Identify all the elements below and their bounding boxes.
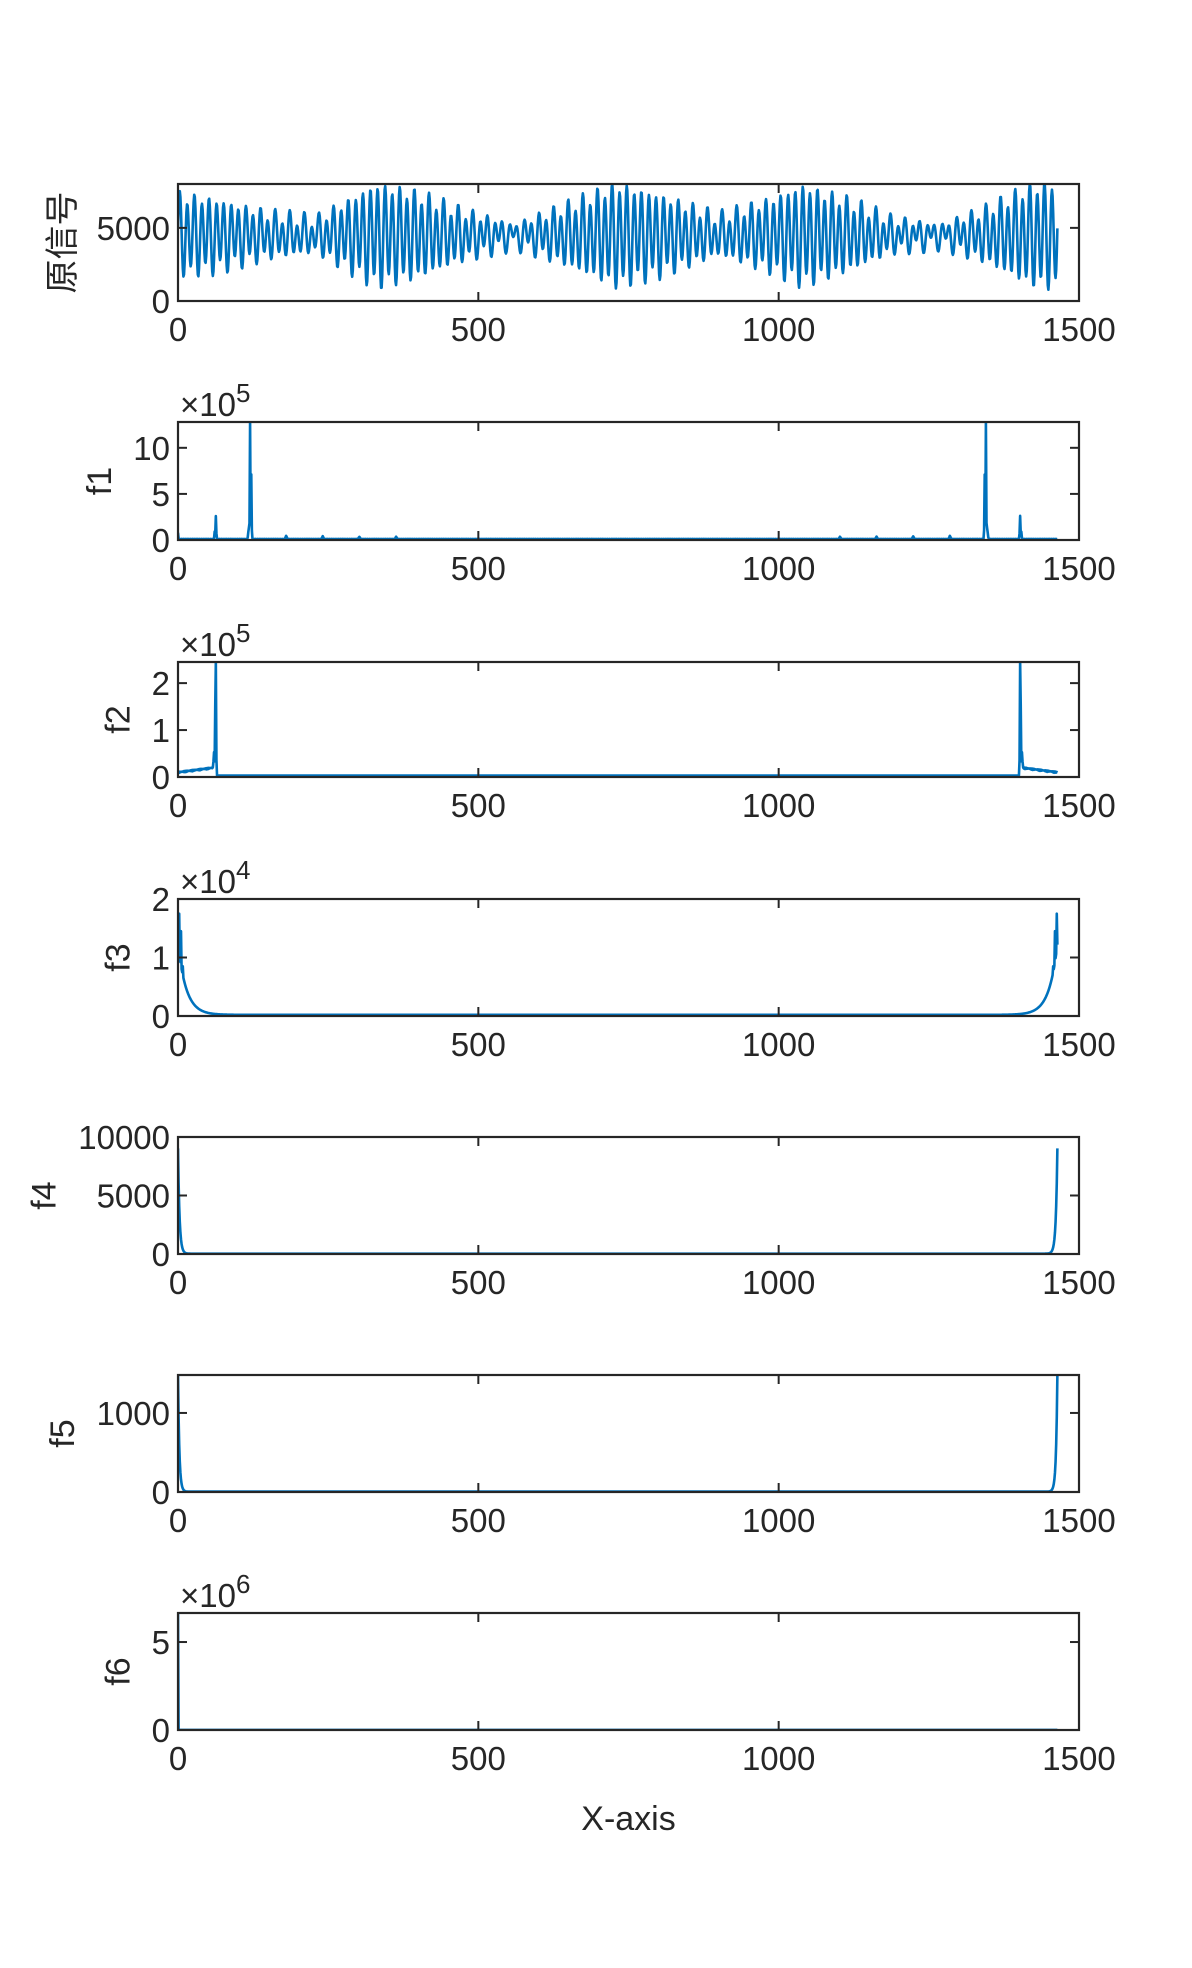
subplot-f2: 0 500 1000 1500 0 1 2 ×105 f2 [100, 618, 1116, 824]
x-tick-label: 0 [169, 550, 187, 587]
x-tick-label: 1500 [1042, 1264, 1115, 1301]
subplot-f6: 0 500 1000 1500 0 5 ×106 f6 [100, 1569, 1116, 1777]
x-tick-label: 500 [451, 311, 506, 348]
x-tick-label: 500 [451, 1502, 506, 1539]
x-tick-label: 500 [451, 787, 506, 824]
x-tick-label: 1500 [1042, 787, 1115, 824]
x-tick-label: 1000 [742, 1740, 815, 1777]
y-tick-label: 2 [152, 881, 170, 918]
y-tick-label: 5 [152, 1624, 170, 1661]
y-exponent-label: ×105 [180, 378, 250, 423]
subplot-f4: 0 500 1000 1500 0 5000 10000 f4 [26, 1119, 1116, 1301]
subplot-f1: 0 500 1000 1500 0 5 10 ×105 f1 [81, 378, 1116, 587]
x-tick-label: 1000 [742, 1264, 815, 1301]
axes-box-f5 [176, 1373, 1081, 1494]
x-tick-label: 500 [451, 1740, 506, 1777]
x-tick-label: 1000 [742, 550, 815, 587]
y-axis-label-f4: f4 [26, 1181, 64, 1209]
axes-box-original-signal [176, 182, 1081, 303]
y-axis-label-f6: f6 [100, 1657, 138, 1685]
y-tick-label: 5000 [97, 1178, 170, 1215]
y-exponent-label: ×105 [180, 618, 250, 663]
y-tick-label: 1 [152, 940, 170, 977]
y-tick-label: 1 [152, 712, 170, 749]
data-line-f2 [178, 661, 1059, 777]
y-tick-label: 0 [152, 1474, 170, 1511]
y-tick-label: 0 [152, 522, 170, 559]
y-axis-label-f1: f1 [81, 467, 119, 495]
y-tick-label: 2 [152, 665, 170, 702]
x-tick-label: 1500 [1042, 1740, 1115, 1777]
subplot-f5: 0 500 1000 1500 0 1000 f5 [44, 1373, 1116, 1539]
y-tick-label: 0 [152, 283, 170, 320]
y-tick-label: 5 [152, 476, 170, 513]
x-tick-label: 500 [451, 1264, 506, 1301]
y-tick-label: 10000 [78, 1119, 170, 1156]
x-tick-label: 1000 [742, 1026, 815, 1063]
data-line-original-signal [178, 183, 1059, 292]
x-tick-label: 1000 [742, 311, 815, 348]
x-tick-label: 0 [169, 1740, 187, 1777]
y-exponent-label: ×104 [180, 855, 250, 900]
y-tick-label: 0 [152, 759, 170, 796]
x-tick-label: 1500 [1042, 1026, 1115, 1063]
y-tick-label: 5000 [97, 210, 170, 247]
x-tick-label: 500 [451, 550, 506, 587]
y-tick-label: 1000 [97, 1395, 170, 1432]
x-axis-label: X-axis [581, 1800, 675, 1838]
y-axis-label-f3: f3 [100, 943, 138, 971]
y-tick-label: 0 [152, 1712, 170, 1749]
data-line-f3 [178, 912, 1059, 1017]
y-exponent-label: ×106 [180, 1569, 250, 1614]
y-tick-label: 0 [152, 1236, 170, 1273]
subplot-original-signal: 0 500 1000 1500 0 5000 原信号 [43, 182, 1116, 348]
y-tick-label: 10 [133, 430, 170, 467]
subplot-f3: 0 500 1000 1500 0 1 2 ×104 f3 [100, 855, 1116, 1063]
axes-box-f2 [176, 660, 1081, 779]
x-tick-label: 0 [169, 1502, 187, 1539]
axes-box-f1 [176, 420, 1081, 542]
x-tick-label: 0 [169, 1026, 187, 1063]
x-tick-label: 0 [169, 787, 187, 824]
y-axis-label-f2: f2 [100, 705, 138, 733]
x-tick-label: 1000 [742, 1502, 815, 1539]
x-tick-label: 1500 [1042, 311, 1115, 348]
x-tick-label: 1000 [742, 787, 815, 824]
y-axis-label-f5: f5 [44, 1419, 82, 1447]
x-tick-label: 0 [169, 1264, 187, 1301]
y-axis-label-original-signal: 原信号 [43, 192, 83, 294]
axes-box-f6 [176, 1611, 1081, 1732]
x-tick-label: 0 [169, 311, 187, 348]
x-tick-label: 500 [451, 1026, 506, 1063]
x-tick-label: 1500 [1042, 1502, 1115, 1539]
x-tick-label: 1500 [1042, 550, 1115, 587]
y-tick-label: 0 [152, 998, 170, 1035]
